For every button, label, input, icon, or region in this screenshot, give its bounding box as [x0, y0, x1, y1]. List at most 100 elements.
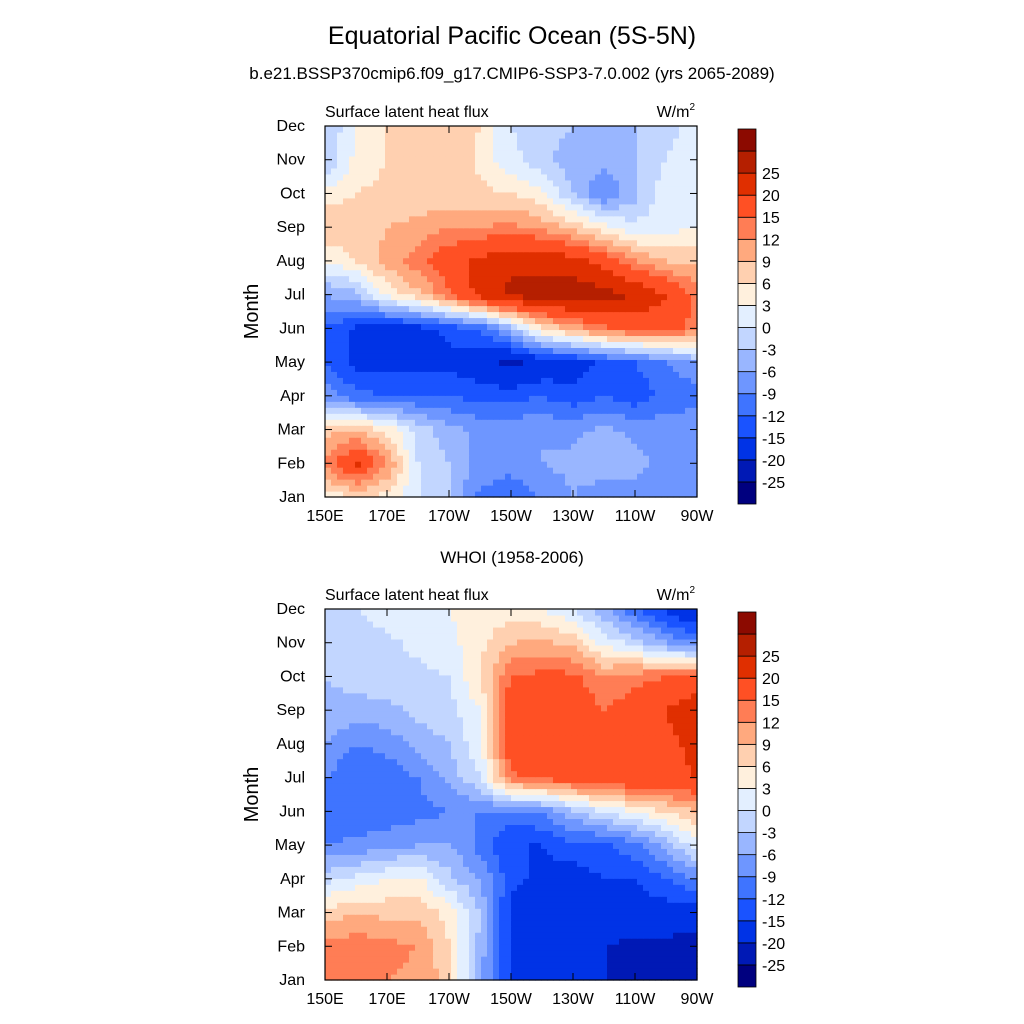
- heatmap-cell: [673, 215, 680, 223]
- heatmap-cell: [451, 329, 458, 337]
- heatmap-cell: [559, 281, 566, 289]
- heatmap-cell: [691, 329, 698, 337]
- heatmap-cell: [511, 305, 518, 313]
- heatmap-cell: [403, 263, 410, 271]
- heatmap-cell: [541, 311, 548, 319]
- heatmap-cell: [607, 437, 614, 444]
- heatmap-cell: [511, 896, 518, 903]
- colorbar-label: 15: [762, 210, 780, 227]
- heatmap-cell: [625, 974, 632, 981]
- heatmap-cell: [481, 269, 488, 277]
- heatmap-cell: [385, 491, 392, 498]
- heatmap-cell: [349, 137, 356, 145]
- heatmap-cell: [583, 221, 590, 229]
- heatmap-cell: [385, 257, 392, 265]
- heatmap-cell: [637, 401, 644, 408]
- heatmap-cell: [403, 347, 410, 354]
- heatmap-cell: [679, 311, 686, 319]
- heatmap-cell: [649, 902, 656, 909]
- heatmap-cell: [523, 407, 530, 414]
- heatmap-cell: [499, 281, 506, 289]
- heatmap-cell: [337, 149, 344, 157]
- heatmap-cell: [553, 395, 560, 402]
- heatmap-cell: [601, 287, 608, 295]
- heatmap-cell: [469, 485, 476, 492]
- heatmap-cell: [505, 269, 512, 277]
- heatmap-cell: [409, 281, 416, 289]
- heatmap-cell: [685, 926, 692, 933]
- heatmap-cell: [493, 449, 500, 456]
- heatmap-cell: [343, 443, 350, 450]
- heatmap-cell: [517, 203, 524, 211]
- heatmap-cell: [445, 179, 452, 187]
- heatmap-cell: [427, 143, 434, 151]
- heatmap-cell: [565, 431, 572, 438]
- heatmap-cell: [577, 395, 584, 402]
- heatmap-cell: [691, 197, 698, 205]
- heatmap-cell: [457, 413, 464, 420]
- heatmap-cell: [397, 353, 404, 360]
- heatmap-cell: [451, 884, 458, 891]
- heatmap-cell: [607, 293, 614, 301]
- heatmap-cell: [439, 926, 446, 933]
- heatmap-cell: [691, 359, 698, 366]
- heatmap-cell: [631, 209, 638, 217]
- heatmap-cell: [445, 944, 452, 951]
- heatmap-cell: [595, 431, 602, 438]
- heatmap-cell: [331, 455, 338, 462]
- heatmap-cell: [607, 149, 614, 157]
- heatmap-cell: [391, 167, 398, 175]
- heatmap-cell: [679, 425, 686, 432]
- heatmap-cell: [373, 395, 380, 402]
- heatmap-cell: [463, 257, 470, 265]
- heatmap-cell: [487, 962, 494, 969]
- heatmap-cell: [571, 155, 578, 163]
- heatmap-cell: [343, 485, 350, 492]
- heatmap-cell: [691, 395, 698, 402]
- heatmap-cell: [679, 461, 686, 468]
- heatmap-cell: [547, 485, 554, 492]
- heatmap-cell: [445, 137, 452, 145]
- heatmap-cell: [355, 932, 362, 939]
- heatmap-cell: [391, 173, 398, 181]
- heatmap-cell: [661, 149, 668, 157]
- heatmap-cell: [349, 890, 356, 897]
- heatmap-cell: [655, 455, 662, 462]
- heatmap-cell: [379, 233, 386, 241]
- heatmap-cell: [565, 347, 572, 354]
- heatmap-cell: [373, 143, 380, 151]
- heatmap-cell: [553, 956, 560, 963]
- heatmap-cell: [349, 239, 356, 247]
- colorbar-box: [737, 437, 757, 461]
- heatmap-cell: [337, 197, 344, 205]
- heatmap-cell: [391, 371, 398, 378]
- heatmap-cell: [433, 221, 440, 229]
- heatmap-cell: [679, 323, 686, 331]
- heatmap-cell: [607, 449, 614, 456]
- heatmap-cell: [343, 245, 350, 253]
- heatmap-cell: [457, 317, 464, 325]
- heatmap-cell: [547, 371, 554, 378]
- heatmap-cell: [433, 155, 440, 163]
- heatmap-cell: [679, 257, 686, 265]
- heatmap-cell: [475, 926, 482, 933]
- heatmap-cell: [595, 293, 602, 301]
- heatmap-cell: [577, 257, 584, 265]
- heatmap-cell: [523, 263, 530, 271]
- heatmap-cell: [343, 884, 350, 891]
- colorbar-box: [737, 371, 757, 395]
- heatmap-cell: [673, 914, 680, 921]
- heatmap-cell: [499, 413, 506, 420]
- heatmap-cell: [415, 335, 422, 343]
- heatmap-cell: [595, 335, 602, 343]
- heatmap-cell: [583, 173, 590, 181]
- heatmap-cell: [373, 491, 380, 498]
- heatmap-cell: [535, 956, 542, 963]
- heatmap-cell: [457, 251, 464, 259]
- heatmap-cell: [667, 467, 674, 474]
- heatmap-cell: [367, 944, 374, 951]
- heatmap-cell: [625, 968, 632, 975]
- heatmap-cell: [685, 137, 692, 145]
- heatmap-cell: [373, 359, 380, 366]
- heatmap-cell: [619, 287, 626, 295]
